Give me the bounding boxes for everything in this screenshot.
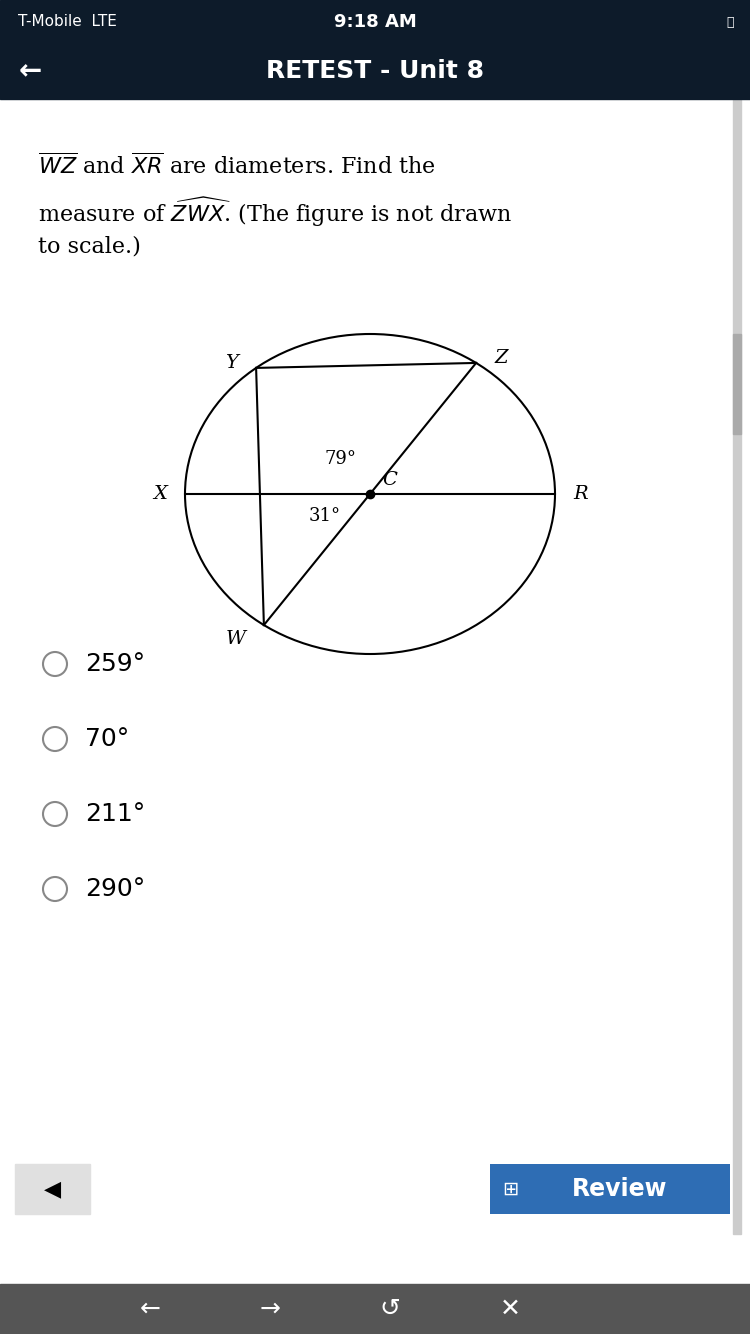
- Bar: [0, 1285, 750, 1334]
- Text: R: R: [573, 486, 588, 503]
- Bar: [15, 1165, 90, 1214]
- Text: ←: ←: [18, 57, 42, 85]
- Text: ↺: ↺: [380, 1297, 400, 1321]
- Text: 31°: 31°: [309, 507, 341, 526]
- Bar: [0, 44, 750, 99]
- Text: 211°: 211°: [85, 802, 146, 826]
- Bar: [733, 84, 741, 1234]
- Text: 290°: 290°: [85, 876, 146, 900]
- Bar: [0, 0, 750, 44]
- Text: RETEST - Unit 8: RETEST - Unit 8: [266, 60, 484, 84]
- Text: X: X: [153, 486, 167, 503]
- Text: C: C: [382, 471, 397, 490]
- Text: T-Mobile  LTE: T-Mobile LTE: [18, 15, 117, 29]
- Text: ←: ←: [140, 1297, 160, 1321]
- Text: 🔒: 🔒: [726, 16, 734, 28]
- Text: Y: Y: [225, 354, 238, 372]
- Text: ✕: ✕: [500, 1297, 520, 1321]
- Text: Z: Z: [494, 350, 508, 367]
- Bar: [733, 334, 741, 434]
- Text: 259°: 259°: [85, 652, 146, 676]
- Text: ◀: ◀: [44, 1179, 61, 1199]
- Text: 9:18 AM: 9:18 AM: [334, 13, 416, 31]
- Text: →: →: [260, 1297, 280, 1321]
- Text: Review: Review: [572, 1177, 668, 1201]
- Text: W: W: [226, 630, 246, 648]
- Text: measure of $\widehat{ZWX}$. (The figure is not drawn: measure of $\widehat{ZWX}$. (The figure …: [38, 196, 512, 229]
- Text: 70°: 70°: [85, 727, 129, 751]
- Text: to scale.): to scale.): [38, 236, 141, 257]
- Text: $\overline{WZ}$ and $\overline{XR}$ are diameters. Find the: $\overline{WZ}$ and $\overline{XR}$ are …: [38, 153, 436, 180]
- Text: ⊞: ⊞: [502, 1179, 518, 1198]
- Bar: [490, 1165, 730, 1214]
- Text: 79°: 79°: [324, 450, 356, 468]
